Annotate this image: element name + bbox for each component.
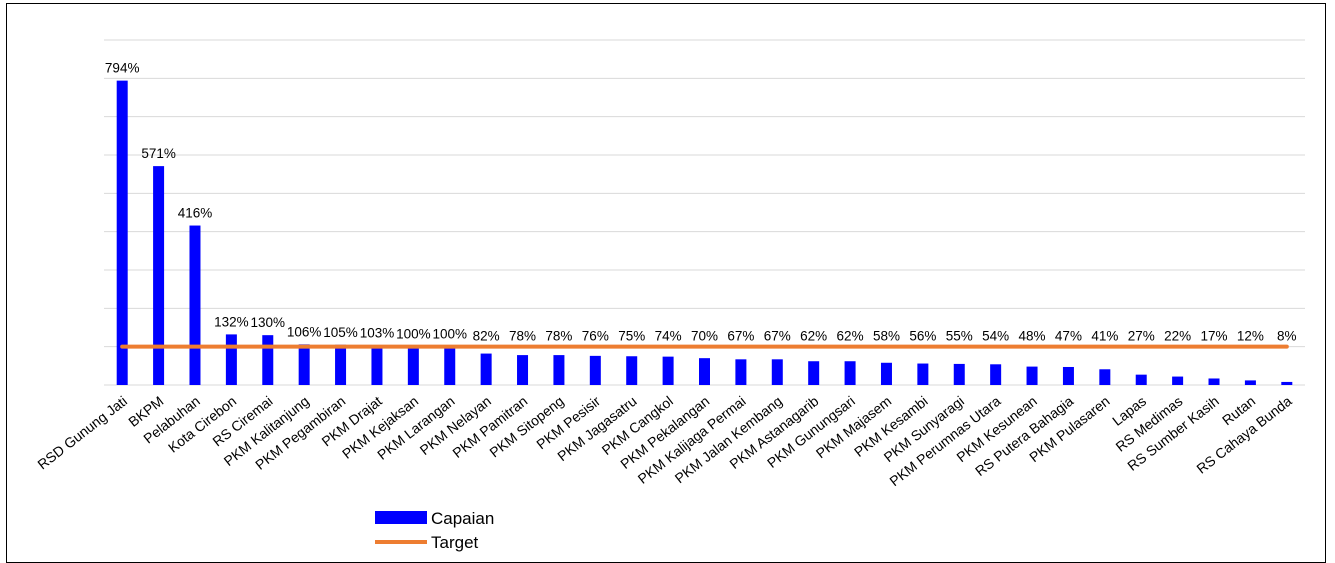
data-label: 48% [1019,329,1046,344]
legend: Capaian Target [375,509,494,552]
data-label: 67% [727,329,754,344]
bar [1135,374,1147,385]
data-label: 100% [432,327,467,342]
bar [480,353,492,385]
data-label: 58% [873,329,900,344]
bar [1099,369,1111,385]
data-label: 56% [909,329,936,344]
data-label: 794% [105,61,140,76]
data-label: 78% [545,329,572,344]
bar [262,335,274,385]
data-label: 106% [287,324,322,339]
data-label: 54% [982,329,1009,344]
data-label: 17% [1200,329,1227,344]
data-label: 62% [837,329,864,344]
data-label: 47% [1055,329,1082,344]
bar [808,361,820,385]
bar [626,356,638,385]
bar [517,355,529,385]
bar [189,225,201,385]
bar [225,334,237,385]
data-label: 8% [1277,329,1297,344]
bar [735,359,747,385]
legend-target-swatch [375,540,427,544]
bar [444,346,456,385]
data-label: 67% [764,329,791,344]
bar [1172,376,1184,385]
bar [1026,366,1038,385]
data-label: 78% [509,329,536,344]
data-label: 70% [691,329,718,344]
data-label: 12% [1237,329,1264,344]
data-label: 132% [214,314,249,329]
data-label: 82% [473,329,500,344]
bar [407,346,419,385]
legend-target-label: Target [431,533,479,552]
bar [662,356,674,385]
data-label: 105% [323,325,358,340]
data-label: 416% [178,206,213,221]
bar [1244,380,1256,385]
bar [1062,366,1074,385]
category-label: RSD Gunung Jati [34,393,130,473]
data-label: 100% [396,327,431,342]
bar [699,358,710,385]
bar [371,345,383,385]
bar [153,166,165,385]
bar [1281,381,1293,385]
bar [589,355,601,385]
bar [553,355,565,385]
data-label: 75% [618,329,645,344]
data-label: 55% [946,329,973,344]
bar [844,361,856,385]
data-label: 27% [1128,329,1155,344]
bar [1208,378,1220,385]
bar [953,363,965,385]
bar [335,344,347,385]
data-label: 22% [1164,329,1191,344]
bars [116,80,1293,385]
data-label: 103% [360,326,395,341]
data-label: 62% [800,329,827,344]
bar [771,359,783,385]
data-label: 571% [141,146,176,161]
data-label: 76% [582,329,609,344]
data-label: 130% [251,315,286,330]
data-labels: 794%571%416%132% 130%106% 105% 103% 100% 100%… [105,61,1297,344]
data-label: 41% [1091,329,1118,344]
bar [116,80,128,385]
legend-capaian-label: Capaian [431,509,494,528]
bar [298,344,310,385]
bar [917,363,929,385]
bar [880,362,892,385]
bar [990,364,1002,385]
data-label: 74% [655,329,682,344]
legend-capaian-swatch [375,511,427,524]
